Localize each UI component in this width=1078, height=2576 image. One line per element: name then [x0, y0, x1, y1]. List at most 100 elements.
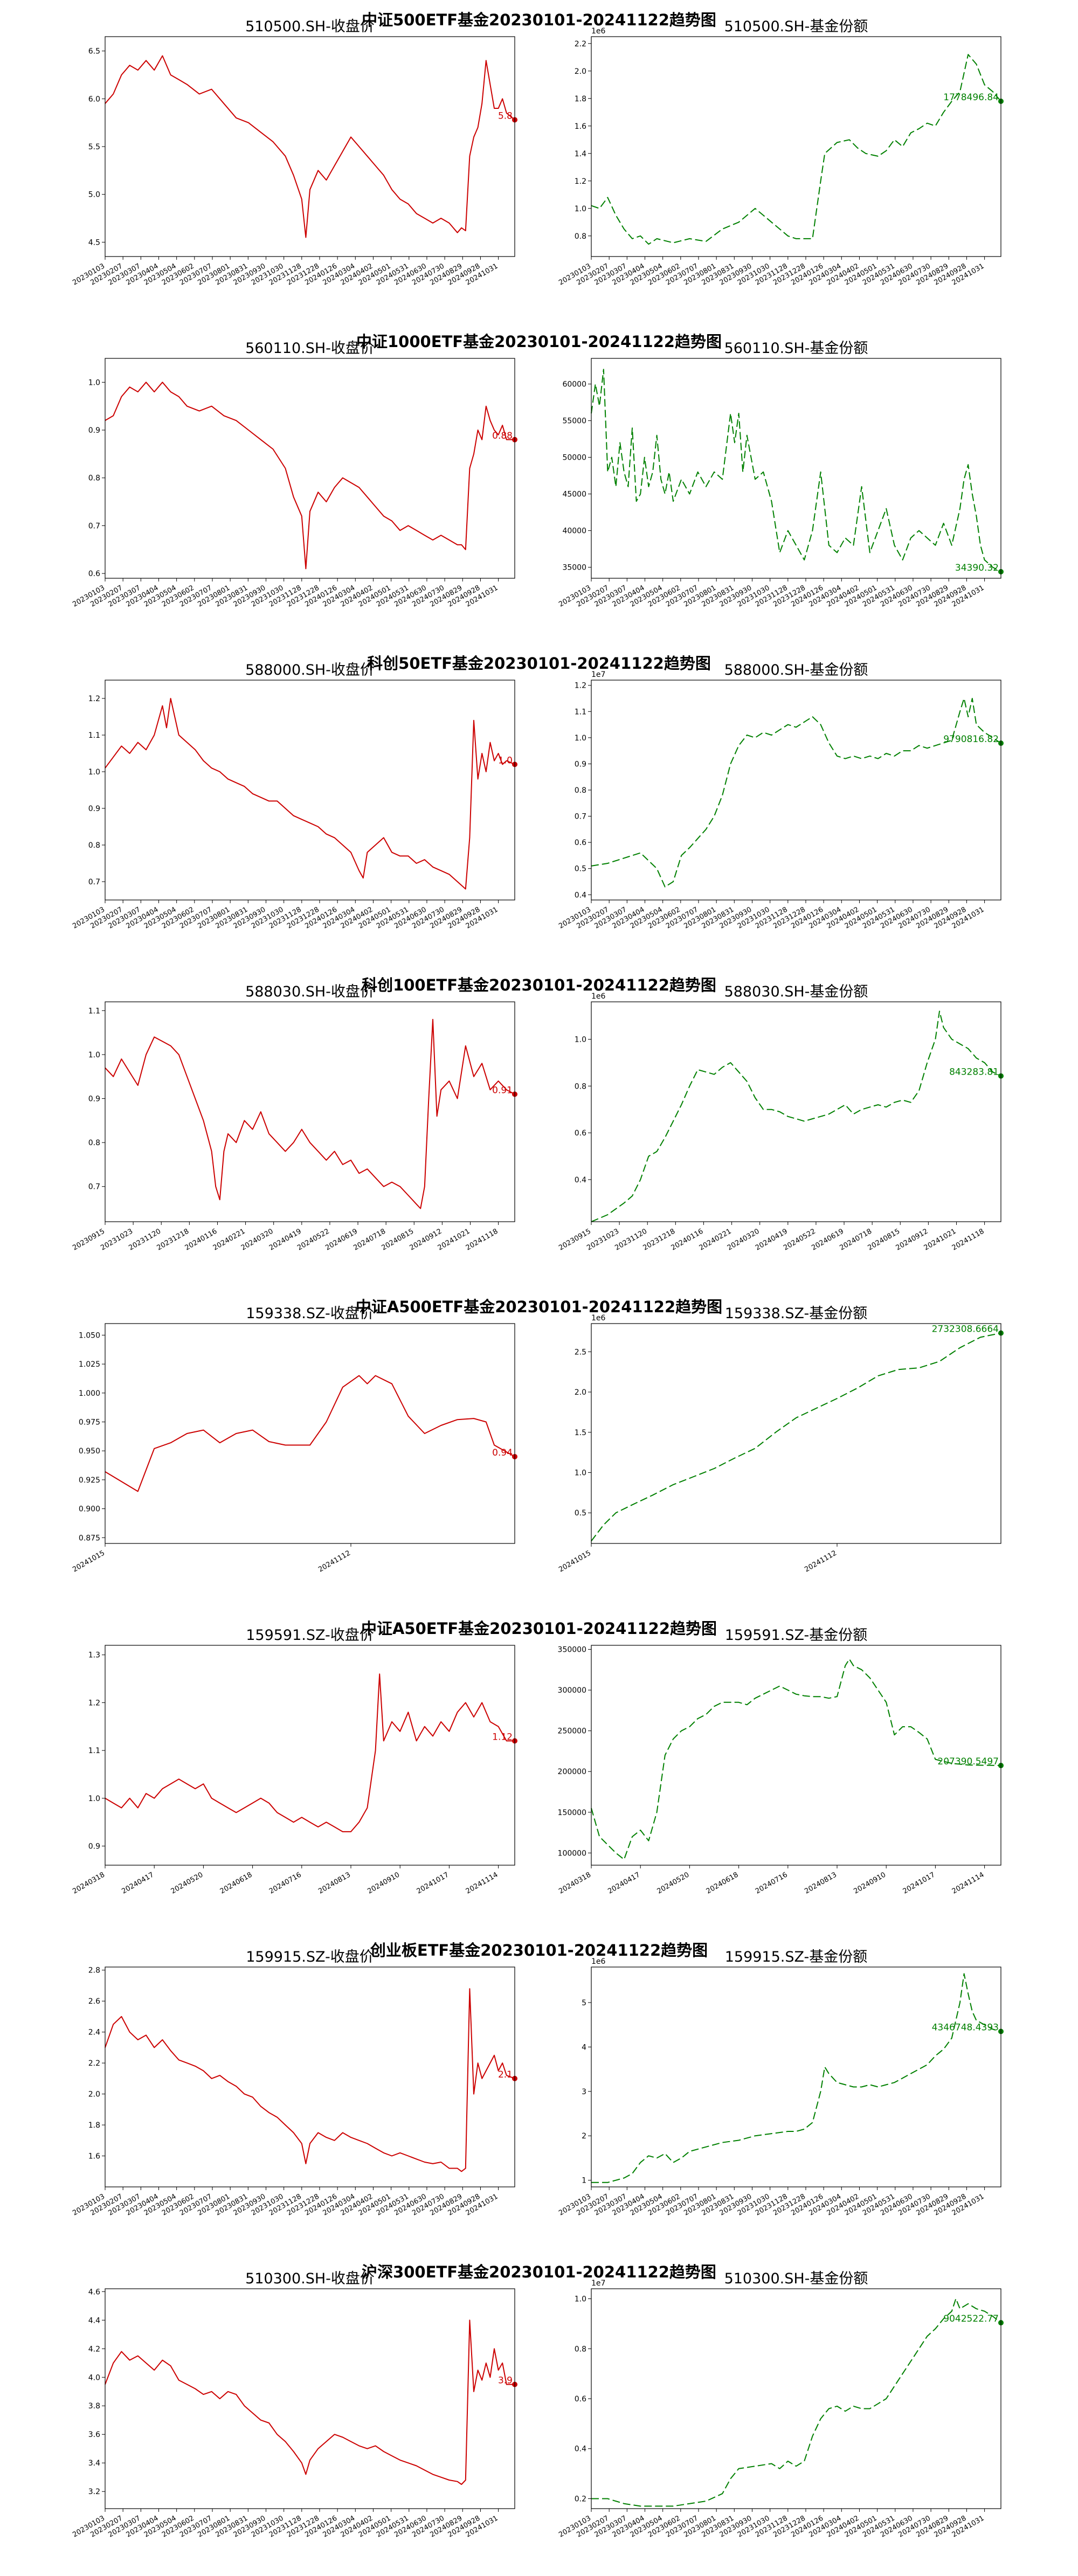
y-tick-label: 1.0	[575, 734, 586, 743]
chart-title: 159591.SZ-基金份额	[725, 1627, 868, 1644]
y-tick-label: 4.4	[88, 2316, 100, 2325]
y-tick-label: 0.9	[88, 805, 100, 813]
axis-exponent: 1e6	[591, 992, 606, 1001]
x-tick-label: 20241017	[416, 1871, 451, 1895]
x-tick-label: 20240910	[852, 1871, 887, 1895]
chart-title: 588000.SH-收盘价	[245, 662, 375, 678]
chart-panel: 588030.SH-基金份额1e60.40.60.81.020230915202…	[557, 984, 1004, 1252]
chart-panel: 588030.SH-收盘价0.70.80.91.01.1202309152023…	[71, 984, 517, 1252]
series-line	[105, 382, 515, 570]
chart-title: 588030.SH-收盘价	[245, 984, 375, 1000]
y-tick-label: 100000	[558, 1849, 586, 1858]
y-tick-label: 0.925	[79, 1476, 100, 1485]
chart-title: 159338.SZ-基金份额	[725, 1305, 868, 1322]
y-tick-label: 1	[582, 2177, 586, 2185]
y-tick-label: 2.0	[88, 2090, 100, 2099]
chart-panel: 159915.SZ-基金份额1e612345202301032023020720…	[557, 1949, 1004, 2218]
y-tick-label: 0.900	[79, 1505, 100, 1514]
y-tick-label: 4.5	[88, 238, 100, 247]
y-tick-label: 1.8	[88, 2121, 100, 2130]
axis-exponent: 1e6	[591, 1957, 606, 1966]
y-tick-label: 1.0	[88, 768, 100, 777]
chart-panel: 588000.SH-收盘价0.70.80.91.01.11.2202301032…	[71, 662, 517, 931]
plot-frame	[105, 2288, 515, 2509]
y-tick-label: 2.0	[575, 67, 586, 76]
end-value-label: 3.9	[498, 2376, 513, 2386]
y-tick-label: 1.1	[575, 708, 586, 716]
plot-frame	[105, 36, 515, 257]
y-tick-label: 4.2	[88, 2345, 100, 2353]
y-tick-label: 0.8	[88, 1139, 100, 1147]
series-line	[105, 2319, 515, 2485]
end-value-label: 1.12	[492, 1732, 513, 1742]
y-tick-label: 0.7	[88, 878, 100, 887]
y-tick-label: 5	[582, 1999, 586, 2007]
y-tick-label: 0.8	[88, 841, 100, 850]
group-title: 创业板ETF基金20230101-20241122趋势图	[370, 1941, 708, 1959]
chart-title: 159915.SZ-收盘价	[246, 1949, 374, 1965]
chart-title: 510300.SH-基金份额	[724, 2270, 868, 2287]
y-tick-label: 1.1	[88, 731, 100, 740]
y-tick-label: 0.5	[575, 1509, 586, 1518]
chart-panel: 159591.SZ-基金份额 100000 150000 200000 250000 30…	[557, 1627, 1004, 1896]
y-tick-label: 1.1	[88, 1747, 100, 1755]
y-tick-label: 2.0	[575, 1388, 586, 1397]
plot-frame	[591, 1645, 1001, 1866]
plot-frame	[105, 1966, 515, 2187]
y-tick-label: 50000	[562, 454, 586, 462]
y-tick-label: 0.4	[575, 1176, 586, 1185]
y-tick-label: 0.8	[575, 1082, 586, 1091]
y-tick-label: 4.6	[88, 2288, 100, 2296]
y-tick-label: 0.9	[88, 1095, 100, 1104]
y-tick-label: 55000	[562, 417, 586, 426]
end-value-label: 207390.5497	[937, 1756, 999, 1767]
chart-title: 159915.SZ-基金份额	[725, 1949, 868, 1965]
series-line	[591, 1332, 1001, 1542]
y-tick-label: 60000	[562, 380, 586, 389]
y-tick-label: 1.6	[575, 122, 586, 131]
y-tick-label: 1.1	[88, 1007, 100, 1015]
y-tick-label: 1.2	[88, 1699, 100, 1707]
y-tick-label: 0.9	[88, 1843, 100, 1851]
y-tick-label: 0.975	[79, 1418, 100, 1427]
y-tick-label: 2.8	[88, 1966, 100, 1975]
y-tick-label: 1.5	[575, 1429, 586, 1437]
chart-title: 588000.SH-基金份额	[724, 662, 868, 678]
y-tick-label: 0.5	[575, 865, 586, 874]
plot-frame	[591, 36, 1001, 257]
group-title: 沪深300ETF基金20230101-20241122趋势图	[362, 2263, 716, 2281]
end-value-label: 0.88	[492, 431, 513, 441]
y-tick-label: 1.6	[88, 2152, 100, 2161]
axis-exponent: 1e6	[591, 27, 606, 36]
y-tick-label: 5.5	[88, 143, 100, 151]
plot-frame	[591, 1001, 1001, 1222]
x-tick-label: 20240417	[606, 1871, 641, 1895]
y-tick-label: 1.0	[575, 1035, 586, 1044]
y-tick-label: 1.8	[575, 95, 586, 103]
x-tick-label: 20240318	[71, 1871, 106, 1895]
y-tick-label: 0.9	[88, 426, 100, 435]
y-tick-label: 2.4	[88, 2028, 100, 2037]
end-value-label: 1.0	[498, 755, 513, 766]
y-tick-label: 1.000	[79, 1389, 100, 1398]
x-tick-label: 20241114	[951, 1871, 986, 1895]
plot-frame	[591, 680, 1001, 901]
chart-title: 159338.SZ-收盘价	[246, 1305, 374, 1322]
plot-frame	[105, 358, 515, 579]
series-line	[105, 1673, 515, 1832]
y-tick-label: 0.8	[88, 474, 100, 483]
axis-exponent: 1e7	[591, 670, 605, 679]
group-title: 中证500ETF基金20230101-20241122趋势图	[362, 11, 716, 29]
end-value-label: 2.1	[498, 2069, 513, 2080]
y-tick-label: 1.050	[79, 1331, 100, 1340]
series-line	[591, 1010, 1001, 1222]
x-tick-label: 20240618	[705, 1871, 740, 1895]
y-tick-label: 0.4	[575, 891, 586, 899]
x-tick-label: 20240910	[366, 1871, 401, 1895]
y-tick-label: 0.9	[575, 760, 586, 768]
chart-panel: 510300.SH-收盘价3.23.43.63.84.04.24.44.6202…	[71, 2270, 517, 2539]
y-tick-label: 300000	[558, 1686, 586, 1695]
y-tick-label: 6.5	[88, 47, 100, 56]
series-line	[105, 1375, 515, 1492]
chart-panel: 159338.SZ-收盘价 0.875 0.900 0.925 0.950 0.975 1.…	[71, 1305, 517, 1574]
